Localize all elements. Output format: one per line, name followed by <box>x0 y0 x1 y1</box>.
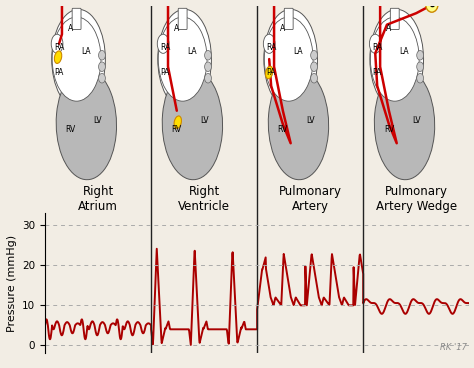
Ellipse shape <box>99 74 105 83</box>
Text: PA: PA <box>266 68 276 77</box>
Ellipse shape <box>369 34 381 53</box>
Ellipse shape <box>52 9 105 109</box>
Ellipse shape <box>157 34 169 53</box>
Text: RV: RV <box>278 125 288 134</box>
Text: A: A <box>174 24 180 33</box>
FancyBboxPatch shape <box>284 8 293 29</box>
Text: LA: LA <box>294 47 303 56</box>
Text: A: A <box>280 24 285 33</box>
Ellipse shape <box>310 50 318 60</box>
Ellipse shape <box>268 68 328 180</box>
Ellipse shape <box>174 116 182 128</box>
Text: RA: RA <box>372 43 383 52</box>
Ellipse shape <box>417 62 424 71</box>
Ellipse shape <box>417 50 424 60</box>
Ellipse shape <box>162 68 223 180</box>
Ellipse shape <box>310 74 318 83</box>
Ellipse shape <box>426 0 438 12</box>
Text: LV: LV <box>200 116 209 125</box>
Text: LA: LA <box>188 47 197 56</box>
Text: LV: LV <box>412 116 420 125</box>
Ellipse shape <box>374 68 435 180</box>
Ellipse shape <box>417 74 424 83</box>
FancyBboxPatch shape <box>390 8 399 29</box>
FancyBboxPatch shape <box>178 8 187 29</box>
Text: LA: LA <box>400 47 410 56</box>
Text: RV: RV <box>172 125 182 134</box>
Text: A: A <box>68 24 73 33</box>
Ellipse shape <box>264 9 318 109</box>
Text: LV: LV <box>306 116 314 125</box>
Ellipse shape <box>158 9 211 109</box>
Ellipse shape <box>205 50 211 60</box>
Text: Pulmonary
Artery Wedge: Pulmonary Artery Wedge <box>376 185 457 213</box>
Y-axis label: Pressure (mmHg): Pressure (mmHg) <box>7 235 17 332</box>
Text: RA: RA <box>266 43 276 52</box>
Ellipse shape <box>264 17 313 101</box>
Text: A: A <box>386 24 392 33</box>
Ellipse shape <box>51 34 63 53</box>
Text: Right
Atrium: Right Atrium <box>78 185 118 213</box>
Ellipse shape <box>205 74 211 83</box>
Ellipse shape <box>52 17 101 101</box>
Ellipse shape <box>265 66 273 79</box>
Ellipse shape <box>310 62 318 71</box>
Text: RV: RV <box>384 125 394 134</box>
Ellipse shape <box>99 50 105 60</box>
Ellipse shape <box>158 17 207 101</box>
Text: RK '17: RK '17 <box>440 343 467 353</box>
Text: PA: PA <box>160 68 170 77</box>
Ellipse shape <box>264 34 275 53</box>
Text: RA: RA <box>54 43 64 52</box>
Text: PA: PA <box>373 68 382 77</box>
Ellipse shape <box>205 62 211 71</box>
Text: PA: PA <box>55 68 64 77</box>
Text: RA: RA <box>160 43 170 52</box>
Text: RV: RV <box>65 125 76 134</box>
Text: Right
Ventricle: Right Ventricle <box>178 185 230 213</box>
Ellipse shape <box>99 62 105 71</box>
Ellipse shape <box>56 68 117 180</box>
Text: LA: LA <box>82 47 91 56</box>
Text: LV: LV <box>94 116 102 125</box>
FancyBboxPatch shape <box>72 8 81 29</box>
Ellipse shape <box>55 51 62 63</box>
Ellipse shape <box>370 9 424 109</box>
Ellipse shape <box>370 17 419 101</box>
Text: Pulmonary
Artery: Pulmonary Artery <box>279 185 342 213</box>
